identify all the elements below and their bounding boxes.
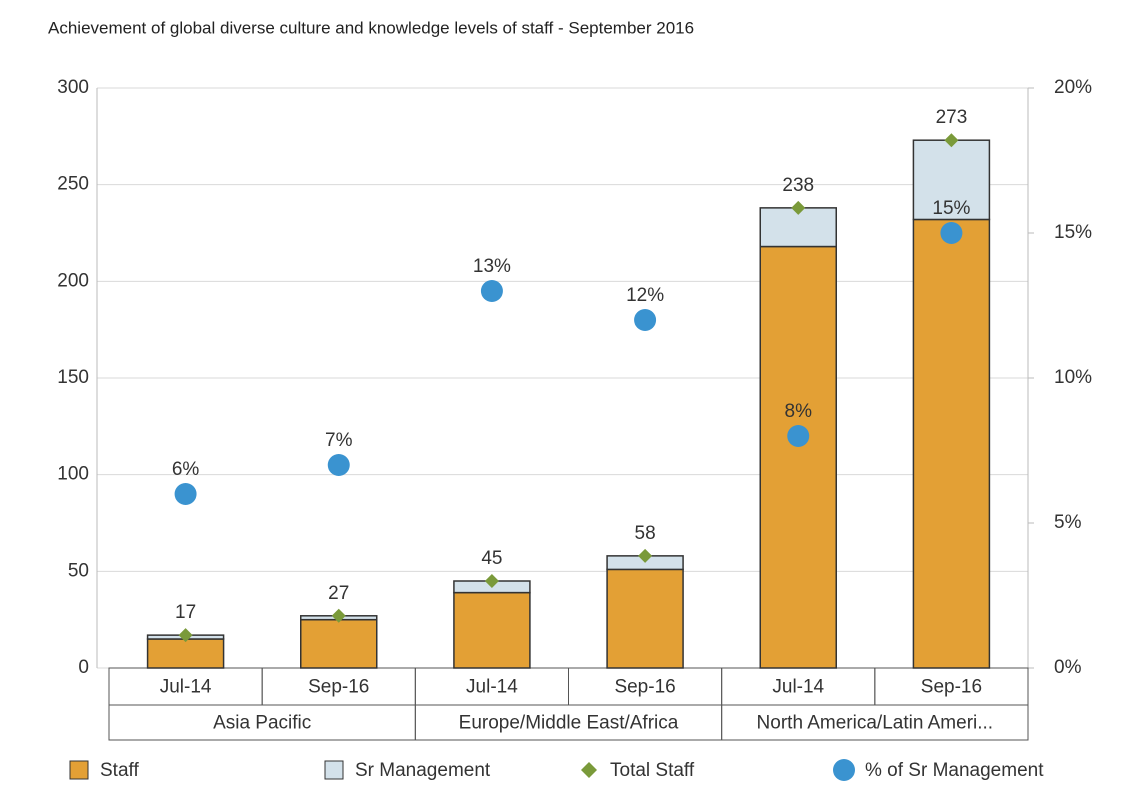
- data-label: 45: [481, 548, 502, 569]
- legend-label: Sr Management: [355, 760, 491, 781]
- y-tick-label: 100: [57, 464, 89, 485]
- diamond-marker: [791, 200, 806, 215]
- circle-marker: [174, 483, 197, 505]
- y2-tick-label: 20%: [1054, 77, 1092, 98]
- chart-title: Achievement of global diverse culture an…: [48, 18, 694, 37]
- data-label: 7%: [325, 430, 353, 451]
- y2-tick-label: 5%: [1054, 512, 1082, 533]
- y-tick-label: 200: [57, 270, 89, 291]
- circle-marker: [634, 309, 657, 331]
- diamond-marker: [178, 628, 193, 643]
- data-label: 27: [328, 583, 349, 604]
- legend-swatch: [69, 760, 89, 780]
- circle-marker: [327, 454, 350, 476]
- circle-marker: [480, 280, 503, 302]
- y2-tick-label: 0%: [1054, 657, 1082, 678]
- bar-segment: [912, 218, 991, 669]
- y-tick-label: 150: [57, 367, 89, 388]
- bar-segment: [759, 245, 837, 669]
- legend-label: % of Sr Management: [865, 760, 1044, 781]
- bar-segment: [146, 638, 225, 669]
- group-cell: [721, 704, 1029, 741]
- data-label: 12%: [626, 285, 664, 306]
- data-label: 15%: [932, 198, 970, 219]
- data-label: 58: [635, 523, 656, 544]
- legend-swatch: [833, 759, 855, 781]
- y-tick-label: 300: [57, 77, 89, 98]
- legend-swatch: [581, 762, 597, 778]
- circle-marker: [940, 222, 963, 244]
- data-label: 8%: [785, 401, 813, 422]
- y-tick-label: 250: [57, 174, 89, 195]
- y-tick-label: 50: [68, 560, 89, 581]
- x-tick-label: Jul-14: [160, 677, 212, 698]
- data-label: 6%: [172, 459, 200, 480]
- y2-tick-label: 10%: [1054, 367, 1092, 388]
- group-label: North America/Latin Ameri...: [757, 713, 994, 734]
- data-label: 13%: [473, 256, 511, 277]
- y2-tick-label: 15%: [1054, 222, 1092, 243]
- x-tick-label: Sep-16: [921, 677, 982, 698]
- diamond-marker: [331, 608, 346, 623]
- diamond-marker: [944, 133, 959, 148]
- data-label: 17: [175, 602, 196, 623]
- x-tick-label: Jul-14: [772, 677, 824, 698]
- diamond-marker: [484, 574, 499, 588]
- legend-swatch: [324, 760, 344, 780]
- bar-segment: [300, 618, 378, 669]
- circle-marker: [787, 425, 810, 447]
- bar-segment: [606, 568, 684, 669]
- x-tick-label: Sep-16: [308, 677, 369, 698]
- bar-segment: [453, 591, 531, 669]
- legend-label: Staff: [100, 760, 139, 781]
- data-label: 238: [782, 175, 814, 196]
- group-label: Asia Pacific: [213, 713, 311, 734]
- group-label: Europe/Middle East/Africa: [459, 713, 679, 734]
- data-label: 273: [936, 107, 968, 128]
- y-tick-label: 0: [78, 657, 89, 678]
- x-tick-label: Jul-14: [466, 677, 518, 698]
- legend-label: Total Staff: [610, 760, 695, 781]
- x-tick-label: Sep-16: [614, 677, 675, 698]
- diamond-marker: [638, 548, 653, 563]
